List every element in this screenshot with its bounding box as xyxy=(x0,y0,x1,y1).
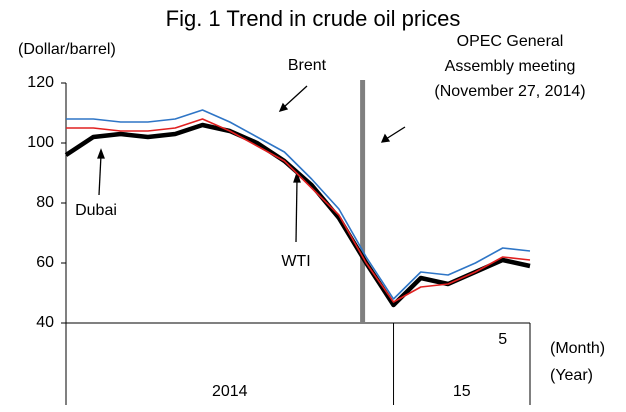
chart-title: Fig. 1 Trend in crude oil prices xyxy=(166,6,461,31)
annotation: Assembly meeting xyxy=(445,58,576,75)
x-tick-label: 5 xyxy=(498,331,507,348)
year-label: 15 xyxy=(453,383,471,400)
y-tick-label: 40 xyxy=(36,314,54,331)
y-axis-label: (Dollar/barrel) xyxy=(18,41,116,58)
y-tick-label: 120 xyxy=(27,74,54,91)
annotation: (November 27, 2014) xyxy=(434,83,585,100)
series-line xyxy=(66,118,531,303)
x-axis-label: (Year) xyxy=(550,367,593,384)
y-tick-label: 60 xyxy=(36,254,54,271)
year-label: 2014 xyxy=(212,383,248,400)
series-label: Dubai xyxy=(75,202,117,219)
y-tick-label: 100 xyxy=(27,134,54,151)
series-label: Brent xyxy=(288,57,327,74)
annotation: OPEC General xyxy=(457,33,564,50)
annotation-arrows xyxy=(97,85,406,243)
series-label: WTI xyxy=(281,253,310,270)
series-line xyxy=(66,109,531,300)
x-axis-label: (Month) xyxy=(550,340,605,357)
y-tick-label: 80 xyxy=(36,194,54,211)
